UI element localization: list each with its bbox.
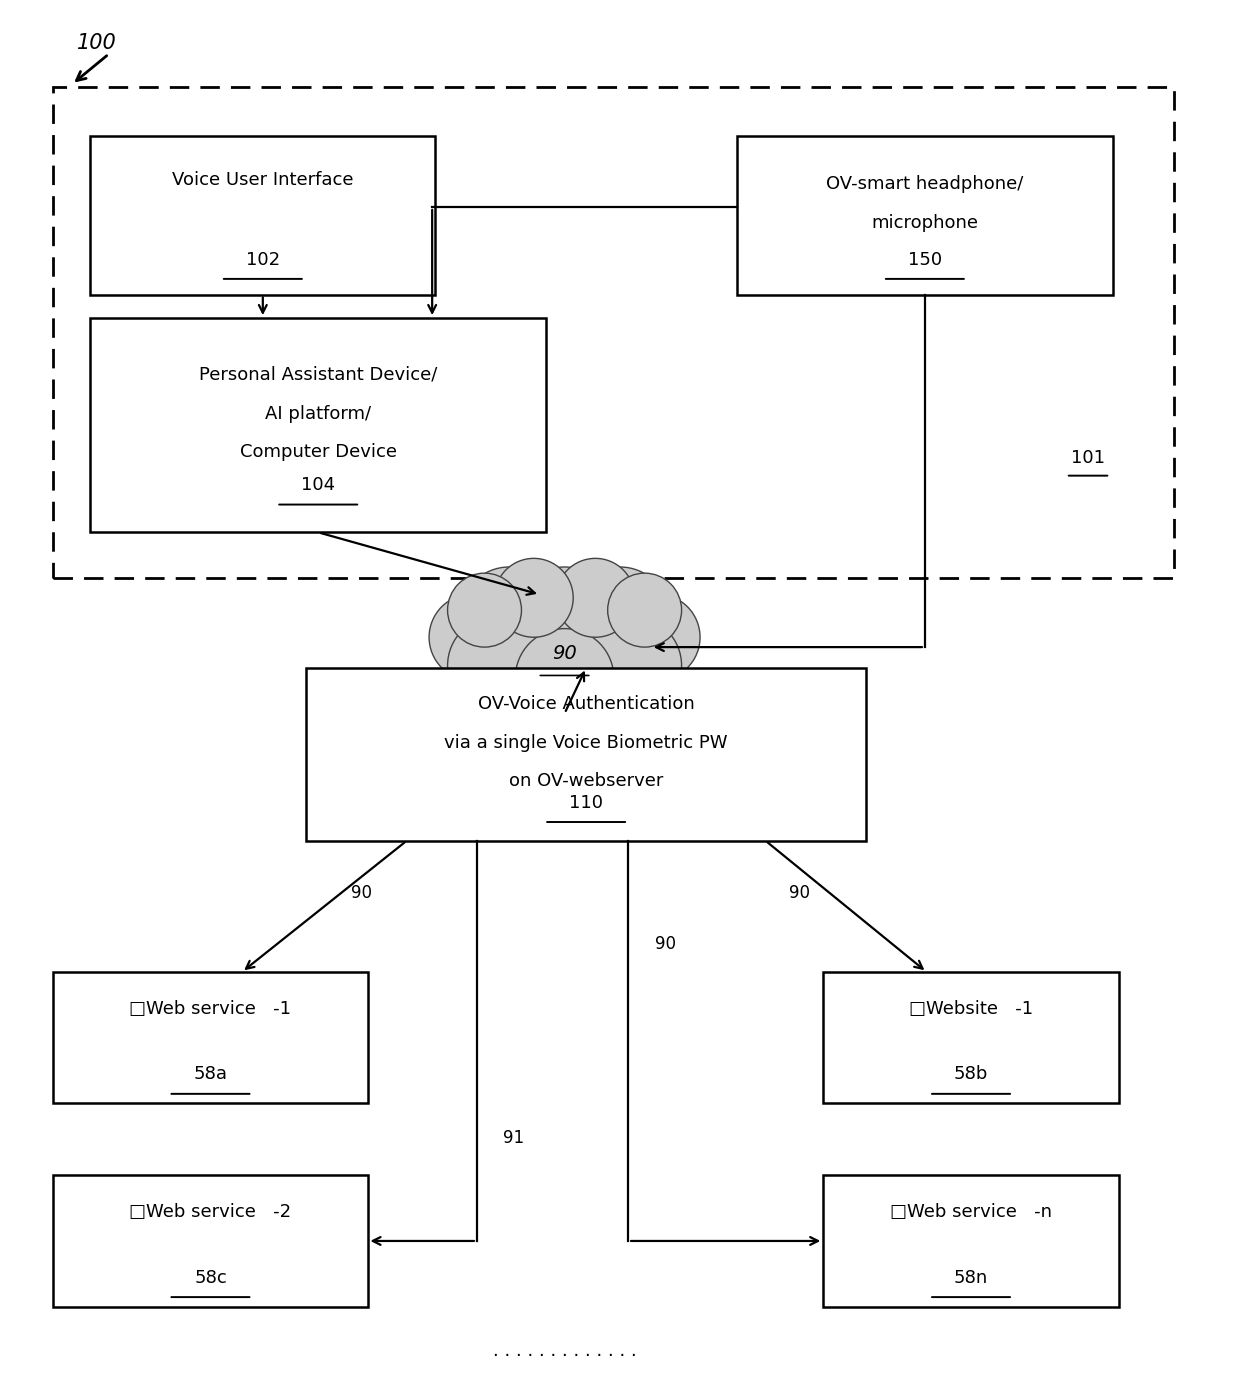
- Text: 58b: 58b: [954, 1066, 988, 1084]
- Text: □Web service   -1: □Web service -1: [129, 1000, 291, 1018]
- Bar: [823, 972, 1118, 1103]
- Text: OV-Voice Authentication: OV-Voice Authentication: [477, 696, 694, 714]
- Bar: [737, 135, 1112, 295]
- Bar: [823, 1175, 1118, 1306]
- Ellipse shape: [583, 616, 682, 715]
- Text: 90: 90: [552, 644, 577, 662]
- Bar: [53, 88, 1174, 579]
- Text: . . . . . . . . . . . . .: . . . . . . . . . . . . .: [492, 1342, 636, 1360]
- Bar: [53, 972, 367, 1103]
- Text: 90: 90: [789, 885, 810, 903]
- Text: via a single Voice Biometric PW: via a single Voice Biometric PW: [444, 733, 728, 751]
- Text: □Web service   -n: □Web service -n: [890, 1203, 1052, 1221]
- Text: 90: 90: [351, 885, 372, 903]
- Ellipse shape: [495, 558, 573, 637]
- Text: 58c: 58c: [195, 1269, 227, 1287]
- Ellipse shape: [614, 594, 701, 680]
- Text: 58a: 58a: [193, 1066, 227, 1084]
- Ellipse shape: [608, 573, 682, 647]
- Ellipse shape: [503, 568, 626, 690]
- Ellipse shape: [448, 573, 522, 647]
- Text: 101: 101: [1071, 449, 1105, 467]
- Bar: [53, 1175, 367, 1306]
- Text: Personal Assistant Device/: Personal Assistant Device/: [200, 366, 438, 384]
- Ellipse shape: [429, 594, 516, 680]
- Bar: [91, 135, 435, 295]
- Text: □Website   -1: □Website -1: [909, 1000, 1033, 1018]
- Ellipse shape: [516, 629, 614, 727]
- Text: OV-smart headphone/: OV-smart headphone/: [826, 175, 1023, 193]
- Ellipse shape: [460, 568, 558, 666]
- Bar: [91, 319, 546, 533]
- Bar: [306, 668, 867, 840]
- Ellipse shape: [570, 568, 670, 666]
- Text: 150: 150: [908, 250, 942, 268]
- Text: microphone: microphone: [872, 214, 978, 232]
- Text: 91: 91: [503, 1129, 525, 1148]
- Text: 100: 100: [77, 33, 117, 53]
- Text: 110: 110: [569, 794, 603, 812]
- Text: 102: 102: [246, 250, 280, 268]
- Text: 104: 104: [301, 476, 335, 494]
- Text: on OV-webserver: on OV-webserver: [508, 772, 663, 790]
- Text: Computer Device: Computer Device: [239, 444, 397, 462]
- Text: AI platform/: AI platform/: [265, 405, 371, 423]
- Ellipse shape: [556, 558, 635, 637]
- Text: 58n: 58n: [954, 1269, 988, 1287]
- Text: □Web service   -2: □Web service -2: [129, 1203, 291, 1221]
- Text: Voice User Interface: Voice User Interface: [172, 171, 353, 189]
- Text: 90: 90: [655, 935, 676, 953]
- Ellipse shape: [448, 616, 546, 715]
